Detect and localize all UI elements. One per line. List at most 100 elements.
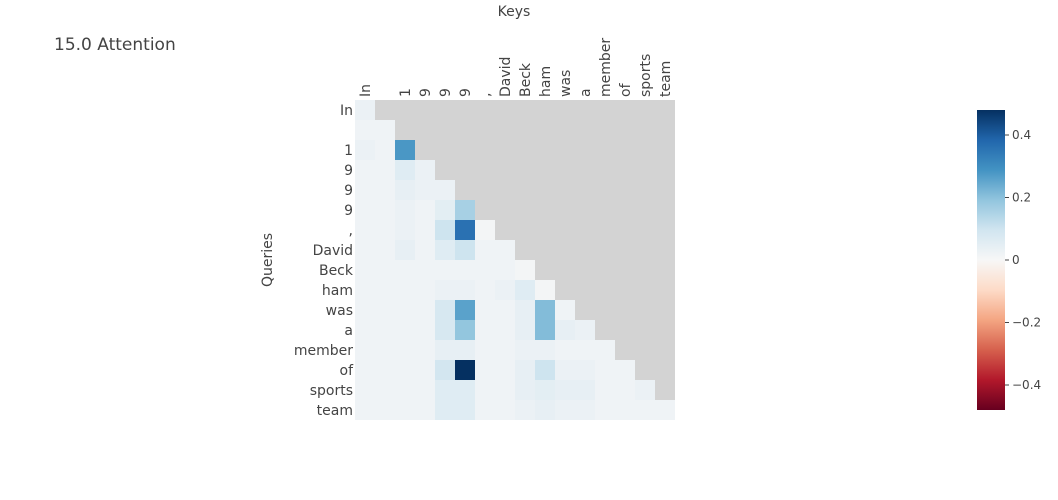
heatmap-cell [575, 340, 595, 360]
heatmap-cell [455, 200, 475, 220]
heatmap-cell [495, 320, 515, 340]
heatmap-cell [455, 320, 475, 340]
heatmap-cell [375, 280, 395, 300]
heatmap-cell [395, 340, 415, 360]
heatmap-cell [355, 140, 375, 160]
heatmap-cell [375, 140, 395, 160]
y-tick-label: 9 [344, 163, 353, 179]
heatmap-cell [435, 240, 455, 260]
y-tick-label: was [326, 303, 353, 319]
heatmap-cell [555, 360, 575, 380]
heatmap-cell [395, 260, 415, 280]
heatmap-cell [415, 380, 435, 400]
colorbar-tick-label: 0.4 [1012, 128, 1031, 142]
heatmap-cell [475, 400, 495, 420]
x-tick-label: 9 [458, 88, 474, 97]
heatmap-cell [375, 340, 395, 360]
heatmap-cell [515, 400, 535, 420]
x-tick-label: 9 [438, 88, 454, 97]
heatmap-cell [375, 300, 395, 320]
heatmap-cell [395, 240, 415, 260]
heatmap-cell [395, 280, 415, 300]
heatmap-cell [415, 240, 435, 260]
x-tick-labels: In 1 9 9 9, David Beck ham was a member of sports tea… [358, 38, 674, 97]
heatmap-cell [515, 300, 535, 320]
heatmap-cell [395, 380, 415, 400]
heatmap-cell [535, 400, 555, 420]
y-tick-label: of [340, 363, 355, 379]
x-tick-label: member [598, 38, 614, 97]
heatmap-cell [355, 360, 375, 380]
x-tick-label: of [618, 82, 634, 97]
heatmap-cell [455, 260, 475, 280]
heatmap-cell [355, 240, 375, 260]
heatmap-cell [435, 320, 455, 340]
y-tick-label: ham [322, 283, 353, 299]
heatmap-cell [415, 360, 435, 380]
heatmap-cell [475, 380, 495, 400]
heatmap-cell [475, 220, 495, 240]
heatmap-cell [515, 340, 535, 360]
heatmap-cell [435, 200, 455, 220]
heatmap-cell [475, 260, 495, 280]
heatmap-cell [355, 280, 375, 300]
heatmap-cell [555, 340, 575, 360]
heatmap-cell [555, 400, 575, 420]
y-tick-label: team [317, 403, 353, 419]
heatmap-cell [395, 200, 415, 220]
heatmap-cell [395, 360, 415, 380]
heatmap-cell [355, 400, 375, 420]
heatmap-cells [355, 100, 675, 420]
heatmap-cell [635, 380, 655, 400]
heatmap-cell [435, 280, 455, 300]
heatmap-cell [535, 360, 555, 380]
heatmap-cell [455, 280, 475, 300]
colorbar-tick-label: −0.2 [1012, 316, 1041, 330]
heatmap-cell [375, 320, 395, 340]
heatmap-cell [375, 380, 395, 400]
heatmap-cell [355, 260, 375, 280]
y-tick-label: Beck [319, 263, 354, 279]
y-tick-label: a [344, 323, 353, 339]
heatmap-cell [555, 320, 575, 340]
heatmap-cell [535, 280, 555, 300]
heatmap-cell [595, 380, 615, 400]
heatmap-cell [415, 280, 435, 300]
heatmap-cell [355, 180, 375, 200]
colorbar-tick-label: 0.2 [1012, 191, 1031, 205]
heatmap-cell [395, 160, 415, 180]
heatmap-cell [475, 280, 495, 300]
heatmap-cell [455, 240, 475, 260]
heatmap-cell [455, 340, 475, 360]
heatmap-cell [435, 220, 455, 240]
heatmap-cell [415, 220, 435, 240]
heatmap-cell [375, 220, 395, 240]
heatmap-cell [495, 340, 515, 360]
heatmap-cell [475, 240, 495, 260]
colorbar-tick-label: 0 [1012, 253, 1020, 267]
heatmap-cell [495, 300, 515, 320]
heatmap-cell [575, 320, 595, 340]
heatmap-cell [595, 360, 615, 380]
x-axis-title: Keys [498, 4, 531, 20]
y-tick-label: 9 [344, 203, 353, 219]
heatmap-cell [495, 260, 515, 280]
heatmap-cell [415, 180, 435, 200]
heatmap-cell [575, 400, 595, 420]
heatmap-cell [355, 120, 375, 140]
x-tick-label: ham [538, 66, 554, 97]
heatmap-cell [535, 320, 555, 340]
colorbar-ticks: 0.4 0.2 0 −0.2 −0.4 [1005, 128, 1041, 392]
heatmap-cell [515, 280, 535, 300]
y-axis-title: Queries [260, 233, 276, 287]
y-tick-label: 1 [344, 143, 353, 159]
heatmap-cell [455, 380, 475, 400]
heatmap-cell [595, 400, 615, 420]
x-tick-label: 1 [398, 88, 414, 97]
heatmap-cell [495, 240, 515, 260]
heatmap-cell [395, 140, 415, 160]
heatmap-cell [415, 400, 435, 420]
heatmap-cell [535, 380, 555, 400]
heatmap-cell [435, 300, 455, 320]
heatmap-cell [455, 220, 475, 240]
